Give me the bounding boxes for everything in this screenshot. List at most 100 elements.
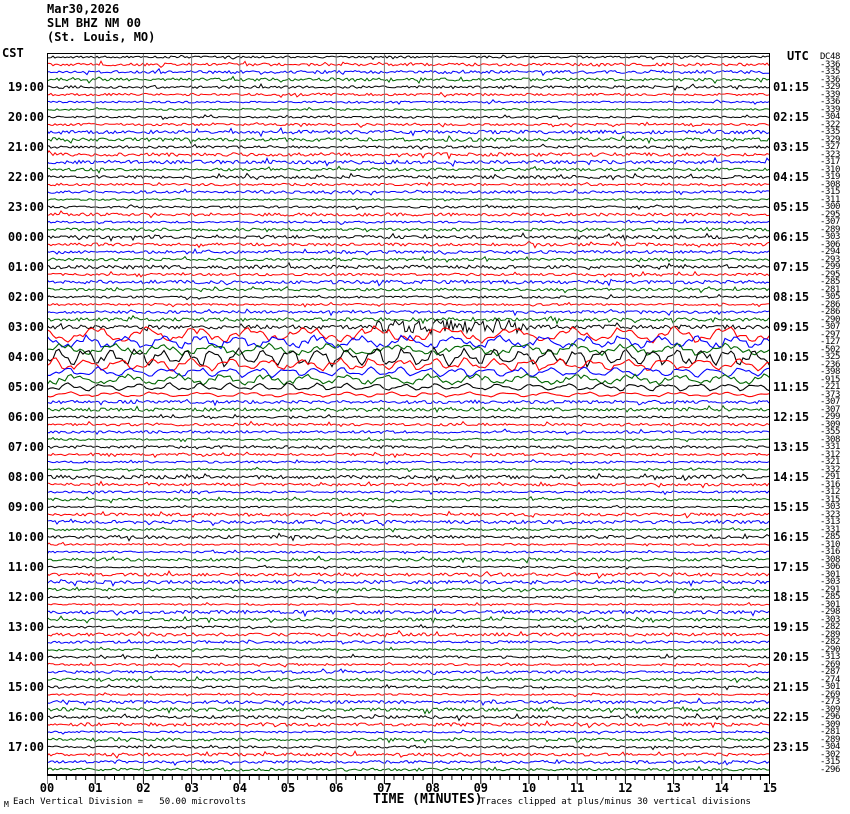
dc-offset-value: -285 bbox=[820, 532, 841, 542]
dc-offset-value: -335 bbox=[820, 127, 841, 137]
dc-offset-value: -323 bbox=[820, 149, 841, 160]
utc-hour-label: 22:15 bbox=[773, 710, 810, 724]
dc-offset-value: -303 bbox=[820, 232, 841, 242]
minute-label: 09 bbox=[473, 781, 489, 795]
seismo-trace bbox=[47, 172, 770, 181]
seismo-trace bbox=[47, 736, 770, 744]
seismo-trace bbox=[47, 646, 770, 653]
seismo-trace bbox=[47, 255, 770, 263]
seismo-trace bbox=[47, 623, 770, 630]
seismo-trace bbox=[47, 121, 770, 128]
seismo-trace bbox=[47, 692, 770, 698]
dc-offset-value: -315 bbox=[820, 757, 841, 767]
dc-offset-value: -295 bbox=[820, 269, 841, 280]
dc-offset-value: -301 bbox=[820, 599, 841, 610]
dc-offset-value: -502 bbox=[820, 344, 841, 355]
dc-offset-value: -301 bbox=[820, 569, 841, 580]
seismo-trace bbox=[47, 629, 770, 638]
seismo-trace bbox=[47, 541, 770, 547]
utc-hour-label: 23:15 bbox=[773, 740, 810, 754]
seismo-trace bbox=[47, 729, 770, 735]
dc-offset-value: -306 bbox=[820, 239, 841, 250]
seismo-trace bbox=[47, 608, 770, 618]
dc-offset-value: -304 bbox=[820, 742, 841, 752]
seismo-trace bbox=[47, 675, 770, 684]
cst-hour-label: 03:00 bbox=[7, 320, 44, 334]
seismo-trace bbox=[47, 564, 770, 570]
utc-hour-label: 08:15 bbox=[773, 290, 810, 304]
dc-offset-value: -398 bbox=[820, 367, 841, 377]
plot-border bbox=[47, 53, 770, 775]
cst-hour-label: 21:00 bbox=[7, 140, 44, 154]
dc-offset-value: -315 bbox=[820, 187, 841, 197]
dc-offset-value: -317 bbox=[820, 157, 841, 167]
seismo-trace bbox=[47, 165, 770, 174]
seismo-trace bbox=[47, 661, 770, 668]
header-station: SLM BHZ NM 00 bbox=[47, 16, 141, 30]
seismo-trace bbox=[47, 204, 770, 211]
minute-label: 07 bbox=[377, 781, 392, 795]
utc-hour-label: 07:15 bbox=[773, 260, 810, 274]
dc-offset-value: -299 bbox=[820, 262, 841, 272]
cst-hour-label: 20:00 bbox=[7, 110, 44, 124]
utc-hour-label: 16:15 bbox=[773, 530, 810, 544]
dc-offset-value: -291 bbox=[820, 584, 841, 595]
dc-offset-value: -329 bbox=[820, 82, 841, 92]
cst-hour-label: 05:00 bbox=[7, 380, 44, 394]
cst-hour-label: 00:00 bbox=[7, 230, 44, 244]
seismo-trace bbox=[47, 615, 770, 625]
dc-offset-value: DC48 bbox=[820, 52, 841, 62]
seismo-trace bbox=[47, 346, 770, 369]
seismo-trace bbox=[47, 106, 770, 112]
dc-offset-value: -311 bbox=[820, 194, 841, 205]
seismo-trace bbox=[47, 248, 770, 256]
seismo-trace bbox=[47, 240, 770, 249]
utc-hour-label: 01:15 bbox=[773, 80, 810, 94]
dc-offset-value: -309 bbox=[820, 719, 841, 730]
seismo-trace bbox=[47, 91, 770, 98]
seismo-trace bbox=[47, 526, 769, 533]
dc-offset-value: -296 bbox=[820, 712, 841, 722]
dc-offset-value: -312 bbox=[820, 487, 841, 497]
seismo-trace bbox=[47, 518, 770, 527]
dc-offset-value: -307 bbox=[820, 322, 841, 332]
minute-label: 13 bbox=[666, 781, 681, 795]
seismo-trace bbox=[47, 758, 770, 766]
minute-label: 12 bbox=[618, 781, 633, 795]
seismo-trace bbox=[47, 720, 770, 729]
seismogram-plot bbox=[47, 53, 770, 775]
seismo-trace bbox=[47, 156, 770, 168]
cst-hour-label: 09:00 bbox=[7, 500, 44, 514]
dc-offset-value: -315 bbox=[820, 494, 841, 505]
cst-hour-label: 11:00 bbox=[7, 560, 44, 574]
dc-offset-value: -339 bbox=[820, 104, 841, 115]
dc-offset-value: -299 bbox=[820, 412, 841, 422]
dc-offset-value: -296 bbox=[820, 764, 841, 775]
dc-offset-value: -289 bbox=[820, 224, 841, 235]
utc-hour-label: 14:15 bbox=[773, 470, 810, 484]
dc-offset-value: -313 bbox=[820, 517, 841, 527]
dc-offset-value: -287 bbox=[820, 667, 841, 677]
seismo-trace bbox=[47, 436, 770, 443]
utc-hour-label: 15:15 bbox=[773, 500, 810, 514]
dc-offset-value: -282 bbox=[820, 637, 841, 647]
cst-hour-label: 13:00 bbox=[7, 620, 44, 634]
dc-offset-value: -327 bbox=[820, 142, 841, 152]
seismo-trace bbox=[47, 712, 770, 722]
seismo-trace bbox=[47, 480, 770, 489]
cst-hour-label: 19:00 bbox=[7, 80, 44, 94]
dc-offset-value: -307 bbox=[820, 217, 841, 227]
utc-hour-label: 12:15 bbox=[773, 410, 810, 424]
dc-offset-value: -273 bbox=[820, 697, 841, 707]
minute-label: 04 bbox=[232, 781, 248, 795]
seismo-trace bbox=[47, 451, 770, 459]
scale-note: Each Vertical Division = 50.00 microvolt… bbox=[13, 797, 246, 807]
dc-offset-value: -325 bbox=[820, 352, 841, 362]
dc-offset-value: -290 bbox=[820, 644, 841, 655]
dc-offset-value: -308 bbox=[820, 554, 841, 565]
seismo-trace bbox=[47, 705, 770, 715]
dc-offset-value: -373 bbox=[820, 389, 841, 400]
seismo-trace bbox=[47, 683, 770, 691]
seismo-trace bbox=[47, 382, 770, 392]
